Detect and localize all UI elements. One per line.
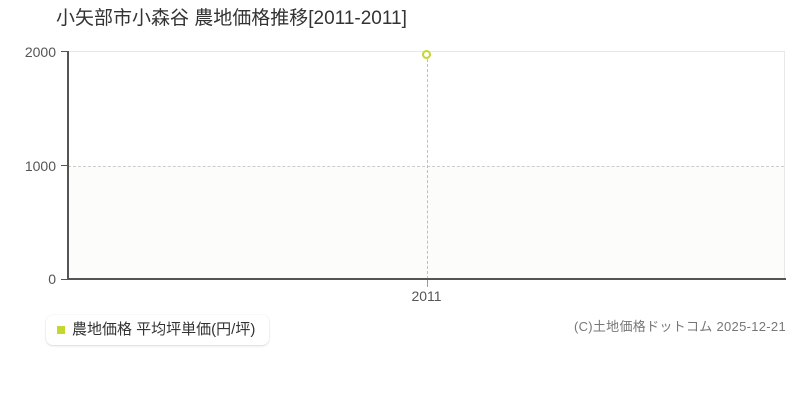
dropline-2011 [426,59,428,279]
y-axis-label-2000: 2000 [24,44,56,60]
gridline-y-1000 [68,165,784,167]
y-axis-label-1000: 1000 [24,158,56,174]
y-axis-tick-2000 [61,51,68,52]
y-axis-tick-1000 [61,165,68,166]
data-point-marker-2011[interactable] [422,49,431,59]
legend[interactable]: 農地価格 平均坪単価(円/坪) [46,315,270,345]
chart-title: 小矢部市小森谷 農地価格推移[2011-2011] [56,8,407,29]
y-axis-tick-0 [61,279,68,280]
x-axis-label-2011: 2011 [411,288,442,304]
legend-item-label: 農地価格 平均坪単価(円/坪) [72,321,256,338]
x-axis-line [67,278,786,280]
plot-area [68,51,785,279]
y-axis-line [67,51,69,280]
copyright-credit: (C)土地価格ドットコム 2025-12-21 [573,319,786,334]
legend-swatch-icon [57,326,65,334]
x-axis-tick-2011 [426,280,428,287]
plot-background-band-low [68,165,784,279]
y-axis-label-0: 0 [48,271,56,287]
